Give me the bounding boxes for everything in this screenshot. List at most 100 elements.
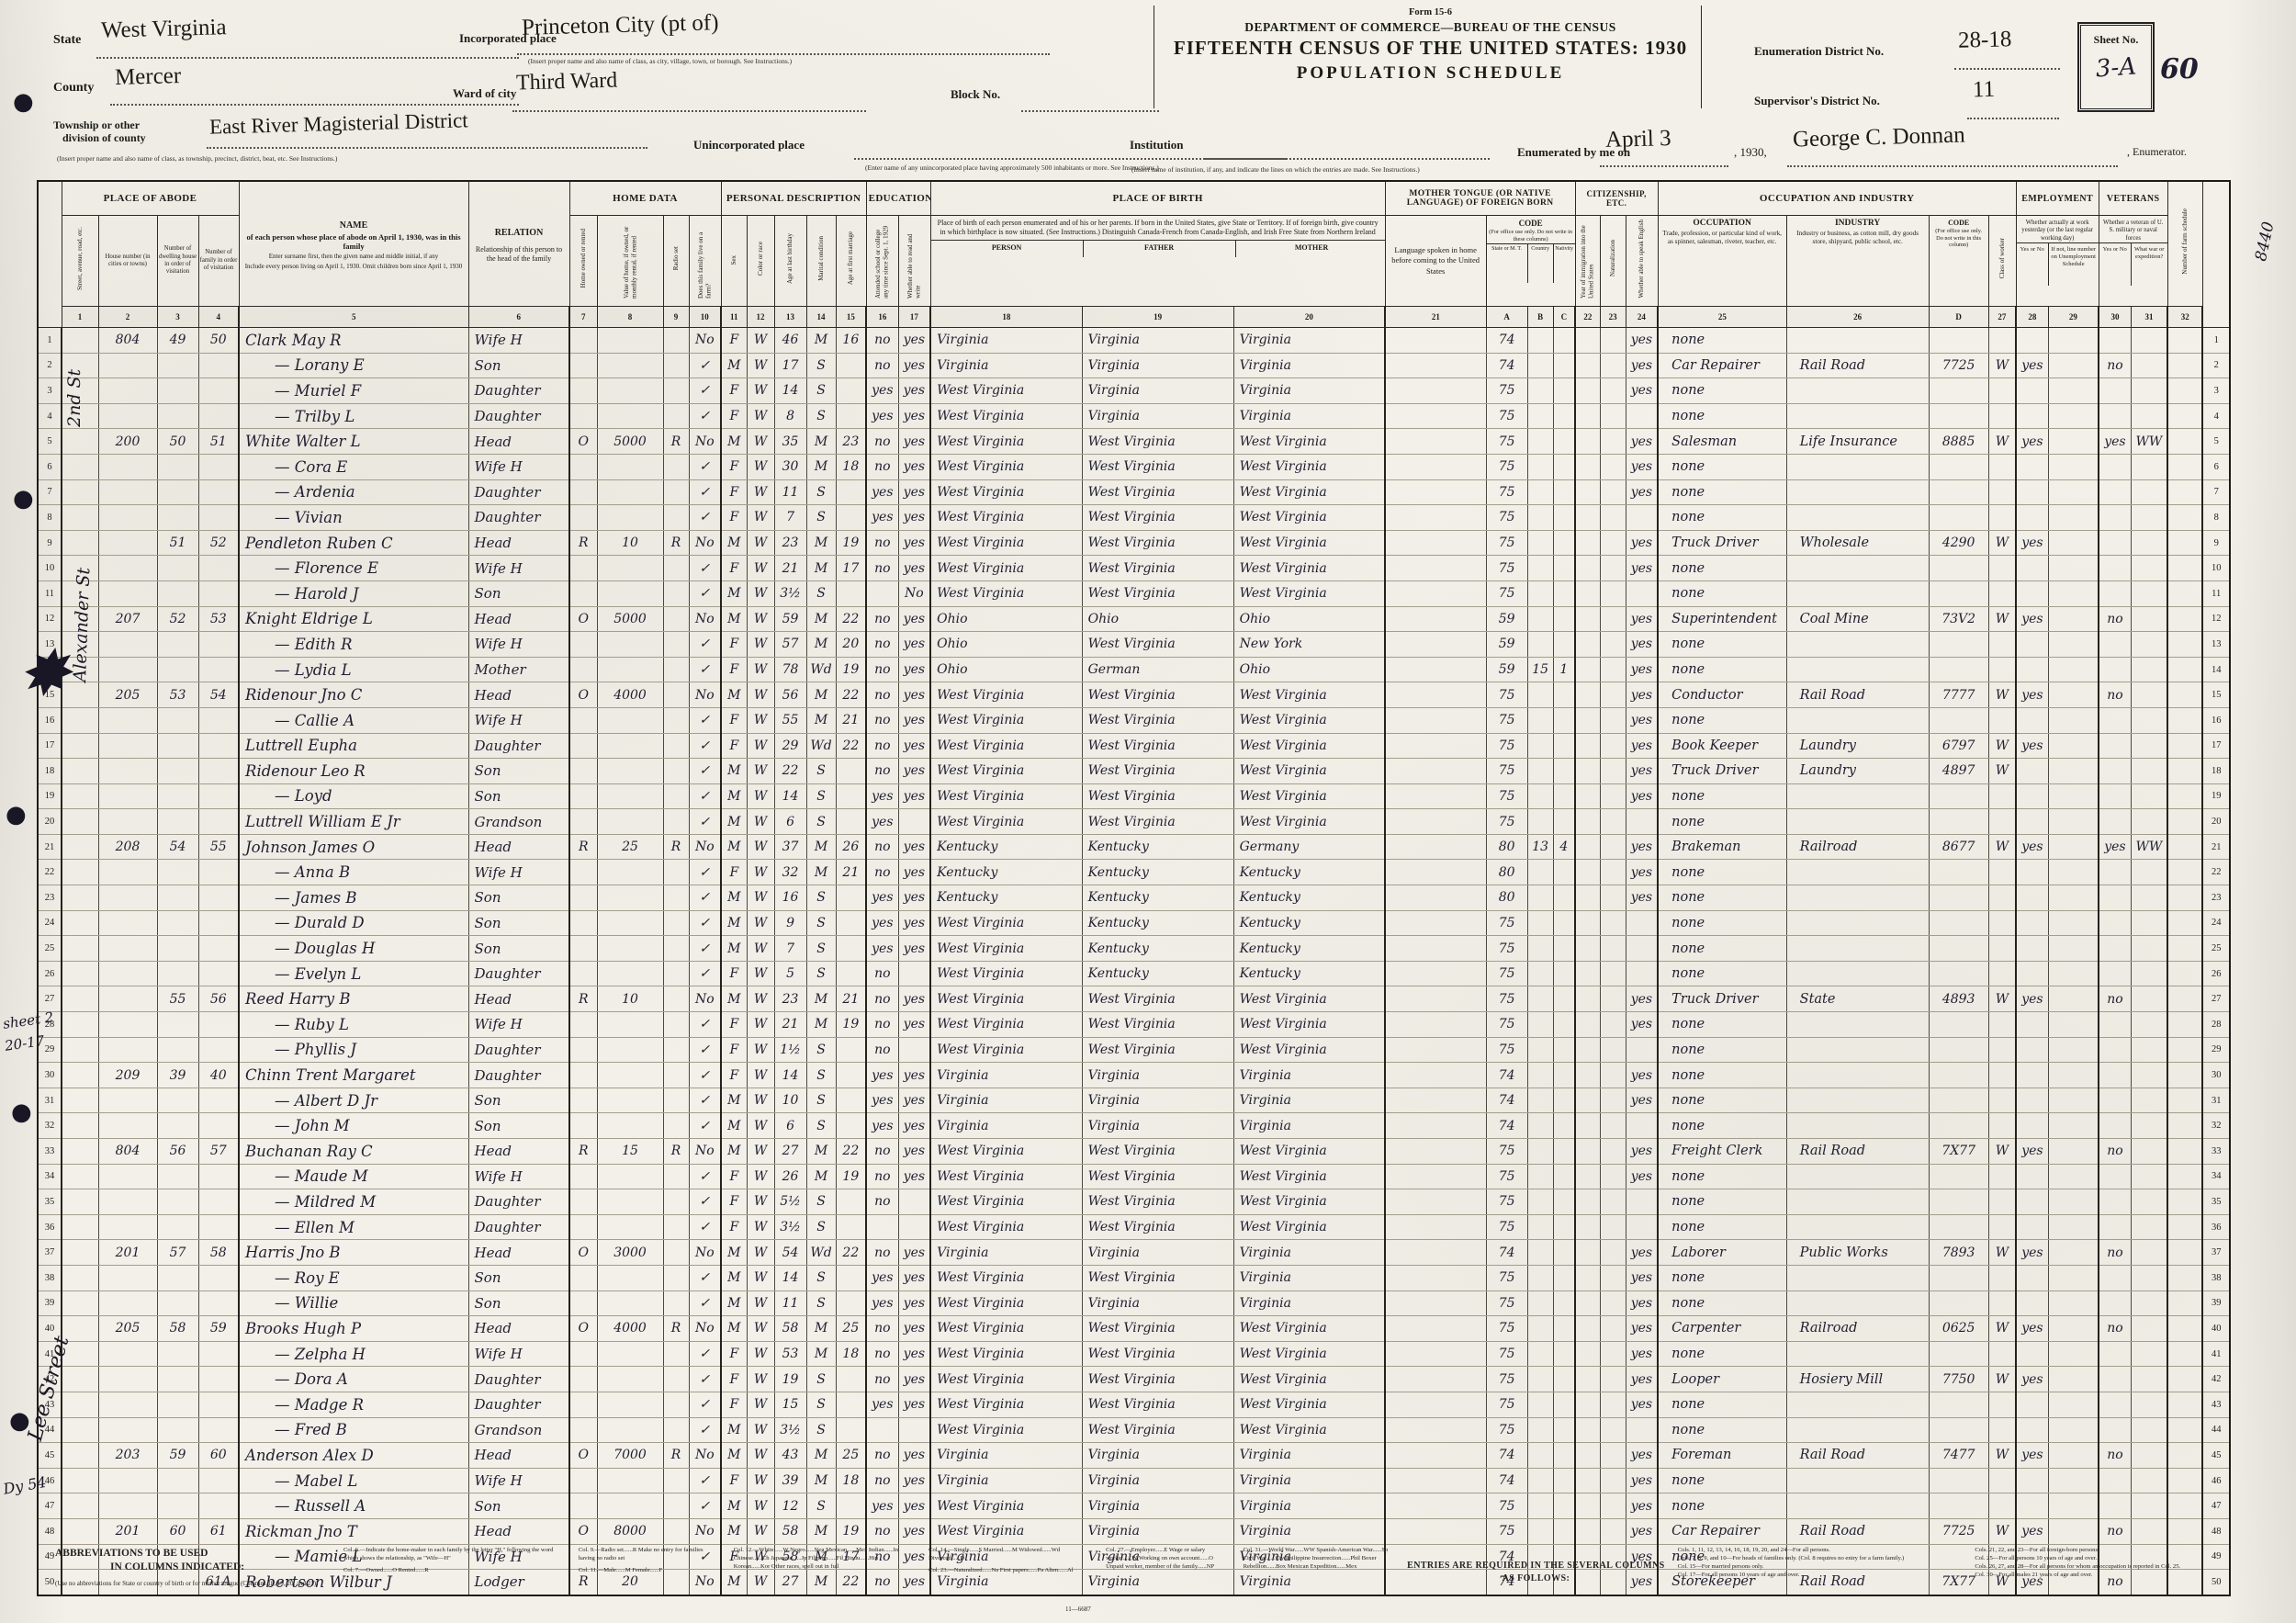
cell-sex: M (721, 1291, 748, 1317)
cell-marital: S (806, 1088, 837, 1114)
cell-father-birthplace: Kentucky (1082, 961, 1234, 987)
cell-mother-birthplace: Virginia (1233, 1062, 1387, 1088)
cell-radio (663, 1392, 690, 1418)
cell-birthplace: West Virginia (930, 1315, 1083, 1342)
cell-home-value (597, 504, 664, 531)
cell-home-owned (569, 885, 598, 911)
cell-war (2131, 1062, 2169, 1088)
cell-occupation: Foreman (1658, 1442, 1787, 1469)
table-row: 40 205 58 59 Brooks Hugh P Head O 4000 R No M W 58 M 2… (38, 1315, 2231, 1342)
cell-war (2131, 682, 2169, 708)
cell-war (2131, 1517, 2169, 1545)
cell-dwelling-number (157, 403, 199, 430)
cell-speaks-english: yes (1626, 1265, 1660, 1291)
cell-age-married: 22 (836, 1569, 868, 1596)
cell-dwelling-number (157, 1493, 199, 1519)
cell-worker-class (1988, 631, 2018, 658)
cell-mother-birthplace: Virginia (1233, 1517, 1387, 1545)
cell-age: 19 (774, 1366, 807, 1392)
cell-language (1385, 1037, 1487, 1064)
cell-marital: M (806, 1341, 837, 1368)
cell-age: 27 (774, 1138, 807, 1165)
cell-language (1385, 327, 1487, 354)
cell-war (2131, 657, 2169, 683)
cell-language (1385, 529, 1487, 557)
cell-radio: R (663, 1315, 690, 1342)
cell-code-a: 75 (1486, 529, 1528, 557)
cell-war (2131, 1112, 2169, 1139)
cell-age-married (836, 783, 868, 810)
line-number: 14 (2202, 657, 2231, 683)
line-number: 19 (38, 783, 62, 810)
cell-unemployment-line (2048, 1189, 2100, 1215)
column-code-abc: CODE (For office use only. Do not write … (1485, 215, 1576, 307)
cell-sex: M (721, 353, 748, 379)
group-employment: EMPLOYMENT (2015, 180, 2099, 216)
cell-veteran: no (2099, 605, 2132, 633)
cell-age: 21 (774, 555, 807, 581)
entries-2: Cols. 7, 8, 9, and 10—For heads of famil… (1677, 1554, 1905, 1561)
cell-age-married: 26 (836, 833, 868, 861)
cell-speaks-english: yes (1626, 1517, 1660, 1545)
cell-occupation: none (1658, 935, 1787, 962)
cell-home-value (597, 707, 664, 734)
cell-occupation-code: 7893 (1929, 1239, 1989, 1266)
institution-note: (Insert name of institution, if any, and… (1131, 165, 1420, 174)
line-number: 15 (2202, 682, 2231, 708)
cell-age: 11 (774, 479, 807, 506)
cell-code-b (1527, 504, 1554, 531)
cell-name: — Ruby L (239, 1011, 469, 1038)
cell-farm: ✓ (689, 454, 723, 480)
cell-code-c (1553, 910, 1577, 937)
cell-relation: Head (468, 1442, 571, 1469)
cell-farm-schedule (2167, 833, 2204, 861)
township-label: Township or other division of county (53, 118, 146, 144)
cell-name: — Muriel F (239, 378, 469, 404)
cell-farm: ✓ (689, 1265, 723, 1291)
cell-occupation: Storekeeper (1658, 1569, 1787, 1596)
code-sublabels: State or M. T. Coun­try Na­tiv­ity (1487, 243, 1575, 284)
line-number: 44 (38, 1417, 62, 1444)
cell-speaks-english: yes (1626, 631, 1660, 658)
cell-employed (2016, 859, 2049, 886)
cell-veteran (2099, 1468, 2132, 1494)
cell-farm: ✓ (689, 1341, 723, 1368)
cell-code-c (1553, 529, 1577, 557)
cell-marital: S (806, 580, 837, 607)
cell-farm: ✓ (689, 1392, 723, 1418)
cell-age-married: 25 (836, 1442, 868, 1469)
table-row: 48 201 60 61 Rickman Jno T Head O 8000 No M W 58 M 19… (38, 1517, 2231, 1545)
cell-farm: No (689, 529, 723, 557)
cell-farm: ✓ (689, 935, 723, 962)
cell-farm: ✓ (689, 657, 723, 683)
column-number: 9 (662, 306, 690, 328)
cell-war (2131, 783, 2169, 810)
cell-language (1385, 910, 1487, 937)
cell-code-c: 4 (1553, 833, 1577, 861)
cell-veteran (2099, 1366, 2132, 1392)
table-row: 33 804 56 57 Buchanan Ray C Head R 15 R No M W 27 M 22… (38, 1138, 2231, 1165)
cell-veteran: no (2099, 1517, 2132, 1545)
cell-unemployment-line (2048, 1011, 2100, 1038)
cell-immigration-year (1575, 504, 1601, 531)
cell-radio (663, 1265, 690, 1291)
cell-race: W (747, 1037, 775, 1064)
cell-code-a: 75 (1486, 428, 1528, 455)
abbreviations-title: ABBREVIATIONS TO BE USED IN COLUMNS INDIC… (55, 1548, 245, 1572)
cell-father-birthplace: West Virginia (1082, 555, 1234, 581)
cell-name: — Cora E (239, 454, 469, 480)
cell-home-owned (569, 353, 598, 379)
cell-industry (1786, 1265, 1930, 1291)
cell-marital: M (806, 986, 837, 1013)
cell-read-write: yes (898, 555, 932, 581)
cell-race: W (747, 1239, 775, 1266)
cell-occupation: none (1658, 783, 1787, 810)
cell-father-birthplace: West Virginia (1082, 1417, 1234, 1444)
cell-farm: No (689, 1442, 723, 1469)
state-label: State (53, 33, 82, 47)
entries-1: Cols. 1, 11, 12, 13, 14, 16, 18, 19, 20,… (1677, 1547, 1830, 1553)
cell-home-value (597, 1417, 664, 1444)
cell-language (1385, 783, 1487, 810)
cell-war (2131, 1011, 2169, 1038)
